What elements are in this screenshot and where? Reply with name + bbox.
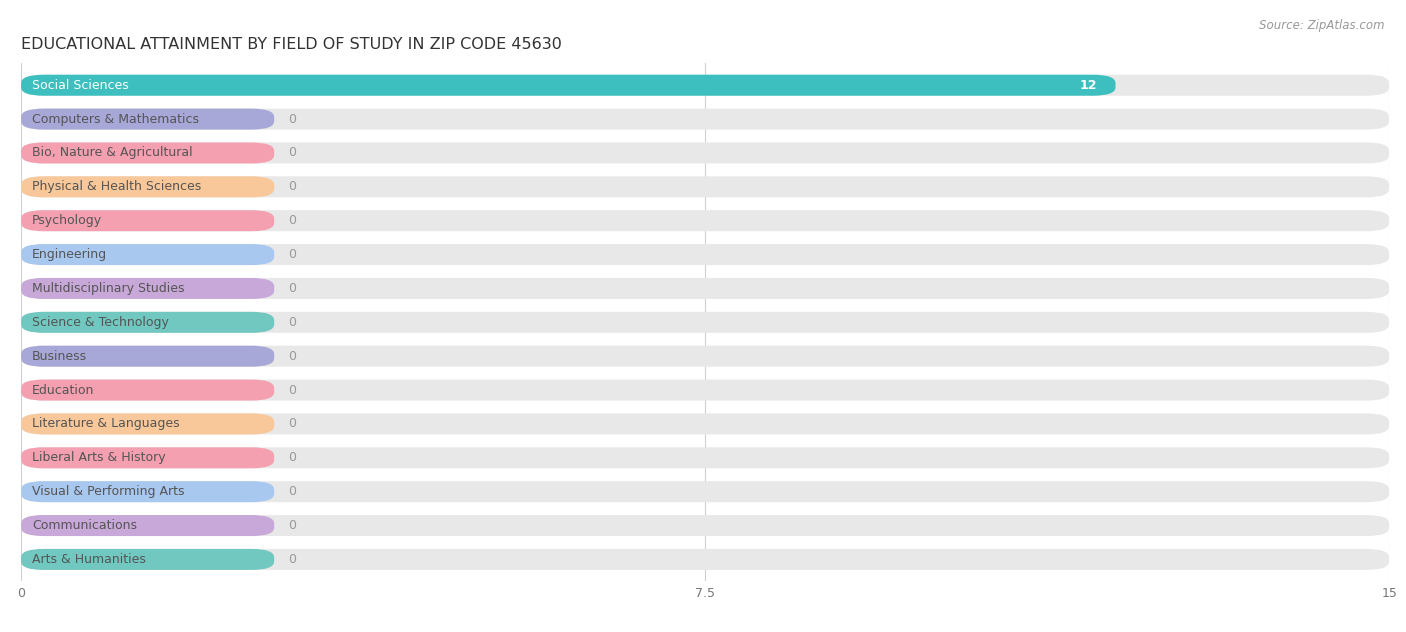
FancyBboxPatch shape [21,380,1389,401]
FancyBboxPatch shape [21,278,1389,299]
Text: Education: Education [32,384,94,396]
Text: 0: 0 [288,384,295,396]
FancyBboxPatch shape [21,75,1389,95]
FancyBboxPatch shape [21,176,1389,197]
Text: Visual & Performing Arts: Visual & Performing Arts [32,485,184,498]
Text: 12: 12 [1080,79,1097,92]
Text: Communications: Communications [32,519,136,532]
Text: 0: 0 [288,519,295,532]
FancyBboxPatch shape [21,278,274,299]
FancyBboxPatch shape [21,109,1389,130]
FancyBboxPatch shape [21,481,1389,502]
Text: Source: ZipAtlas.com: Source: ZipAtlas.com [1260,19,1385,32]
Text: Computers & Mathematics: Computers & Mathematics [32,112,200,126]
Text: 0: 0 [288,349,295,363]
FancyBboxPatch shape [21,413,1389,434]
Text: Bio, Nature & Agricultural: Bio, Nature & Agricultural [32,147,193,159]
FancyBboxPatch shape [21,515,1389,536]
Text: Science & Technology: Science & Technology [32,316,169,329]
FancyBboxPatch shape [21,447,1389,468]
Text: Literature & Languages: Literature & Languages [32,417,180,430]
FancyBboxPatch shape [21,142,274,164]
Text: 0: 0 [288,112,295,126]
Text: Engineering: Engineering [32,248,107,261]
Text: 0: 0 [288,451,295,465]
Text: 0: 0 [288,248,295,261]
FancyBboxPatch shape [21,346,274,367]
Text: Liberal Arts & History: Liberal Arts & History [32,451,166,465]
FancyBboxPatch shape [21,244,274,265]
Text: Multidisciplinary Studies: Multidisciplinary Studies [32,282,184,295]
Text: 0: 0 [288,417,295,430]
FancyBboxPatch shape [21,244,1389,265]
FancyBboxPatch shape [21,109,274,130]
FancyBboxPatch shape [21,380,274,401]
Text: 0: 0 [288,282,295,295]
FancyBboxPatch shape [21,549,274,570]
FancyBboxPatch shape [21,515,274,536]
Text: 0: 0 [288,316,295,329]
Text: 0: 0 [288,485,295,498]
FancyBboxPatch shape [21,346,1389,367]
Text: Psychology: Psychology [32,214,103,228]
Text: 0: 0 [288,147,295,159]
FancyBboxPatch shape [21,312,274,333]
Text: Physical & Health Sciences: Physical & Health Sciences [32,180,201,193]
FancyBboxPatch shape [21,447,274,468]
Text: EDUCATIONAL ATTAINMENT BY FIELD OF STUDY IN ZIP CODE 45630: EDUCATIONAL ATTAINMENT BY FIELD OF STUDY… [21,37,562,52]
Text: Social Sciences: Social Sciences [32,79,129,92]
Text: Business: Business [32,349,87,363]
Text: 0: 0 [288,180,295,193]
FancyBboxPatch shape [21,75,1115,95]
FancyBboxPatch shape [21,210,274,231]
Text: 0: 0 [288,214,295,228]
Text: Arts & Humanities: Arts & Humanities [32,553,146,566]
FancyBboxPatch shape [21,481,274,502]
FancyBboxPatch shape [21,176,274,197]
Text: 0: 0 [288,553,295,566]
FancyBboxPatch shape [21,142,1389,164]
FancyBboxPatch shape [21,413,274,434]
FancyBboxPatch shape [21,549,1389,570]
FancyBboxPatch shape [21,312,1389,333]
FancyBboxPatch shape [21,210,1389,231]
